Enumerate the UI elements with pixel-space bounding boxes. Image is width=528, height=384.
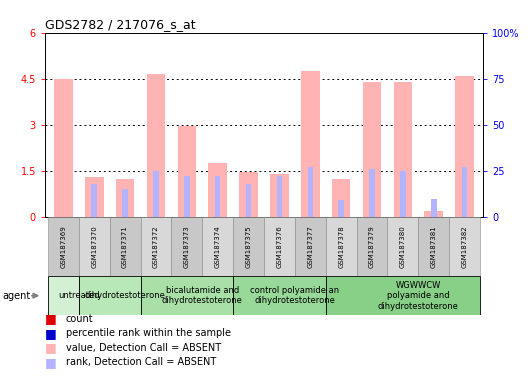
Bar	[48, 276, 79, 315]
Text: count: count	[66, 314, 93, 324]
Text: GSM187370: GSM187370	[91, 225, 97, 268]
Bar	[177, 126, 196, 217]
Bar	[400, 171, 406, 217]
Bar	[270, 174, 289, 217]
Text: value, Detection Call = ABSENT: value, Detection Call = ABSENT	[66, 343, 221, 353]
Text: ■: ■	[45, 327, 56, 340]
Text: WGWWCW
polyamide and
dihydrotestoterone: WGWWCW polyamide and dihydrotestoterone	[378, 281, 459, 311]
Bar	[326, 276, 480, 315]
Bar	[393, 82, 412, 217]
Bar	[338, 200, 344, 217]
Text: GSM187382: GSM187382	[461, 225, 468, 268]
Bar	[233, 276, 326, 315]
Bar	[449, 217, 480, 276]
Text: GSM187375: GSM187375	[246, 225, 251, 268]
Bar	[116, 179, 135, 217]
Bar	[209, 163, 227, 217]
Text: GSM187376: GSM187376	[277, 225, 282, 268]
Text: GSM187369: GSM187369	[60, 225, 67, 268]
Bar	[233, 217, 264, 276]
Text: percentile rank within the sample: percentile rank within the sample	[66, 328, 231, 338]
Bar	[246, 184, 251, 217]
Bar	[295, 217, 326, 276]
Bar	[356, 217, 388, 276]
Bar	[147, 74, 165, 217]
Bar	[431, 199, 437, 217]
Text: GSM187377: GSM187377	[307, 225, 313, 268]
Text: rank, Detection Call = ABSENT: rank, Detection Call = ABSENT	[66, 358, 216, 367]
Text: bicalutamide and
dihydrotestoterone: bicalutamide and dihydrotestoterone	[162, 286, 243, 305]
Text: GSM187381: GSM187381	[431, 225, 437, 268]
Bar	[184, 176, 190, 217]
Bar	[79, 276, 140, 315]
Bar	[363, 82, 381, 217]
Bar	[307, 167, 313, 217]
Bar	[110, 217, 140, 276]
Bar	[79, 217, 110, 276]
Bar	[215, 176, 221, 217]
Bar	[239, 172, 258, 217]
Text: GSM187373: GSM187373	[184, 225, 190, 268]
Bar	[140, 217, 172, 276]
Bar	[388, 217, 418, 276]
Bar	[202, 217, 233, 276]
Bar	[462, 167, 467, 217]
Text: ■: ■	[45, 312, 56, 325]
Bar	[425, 211, 443, 217]
Bar	[418, 217, 449, 276]
Bar	[48, 217, 79, 276]
Bar	[277, 176, 282, 217]
Bar	[153, 171, 159, 217]
Text: untreated: untreated	[58, 291, 100, 300]
Text: GSM187371: GSM187371	[122, 225, 128, 268]
Text: ■: ■	[45, 356, 56, 369]
Text: ■: ■	[45, 341, 56, 354]
Bar	[140, 276, 233, 315]
Bar	[301, 71, 319, 217]
Bar	[326, 217, 356, 276]
Bar	[122, 189, 128, 217]
Bar	[91, 184, 97, 217]
Bar	[172, 217, 202, 276]
Bar	[455, 76, 474, 217]
Bar	[332, 179, 351, 217]
Text: GSM187378: GSM187378	[338, 225, 344, 268]
Bar	[85, 177, 103, 217]
Text: GSM187372: GSM187372	[153, 225, 159, 268]
Text: dihydrotestoterone: dihydrotestoterone	[84, 291, 166, 300]
Text: GDS2782 / 217076_s_at: GDS2782 / 217076_s_at	[45, 18, 195, 31]
Text: GSM187374: GSM187374	[215, 225, 221, 268]
Text: GSM187379: GSM187379	[369, 225, 375, 268]
Bar	[54, 79, 73, 217]
Bar	[369, 169, 375, 217]
Text: agent: agent	[3, 291, 31, 301]
Text: control polyamide an
dihydrotestoterone: control polyamide an dihydrotestoterone	[250, 286, 340, 305]
Text: GSM187380: GSM187380	[400, 225, 406, 268]
Bar	[264, 217, 295, 276]
